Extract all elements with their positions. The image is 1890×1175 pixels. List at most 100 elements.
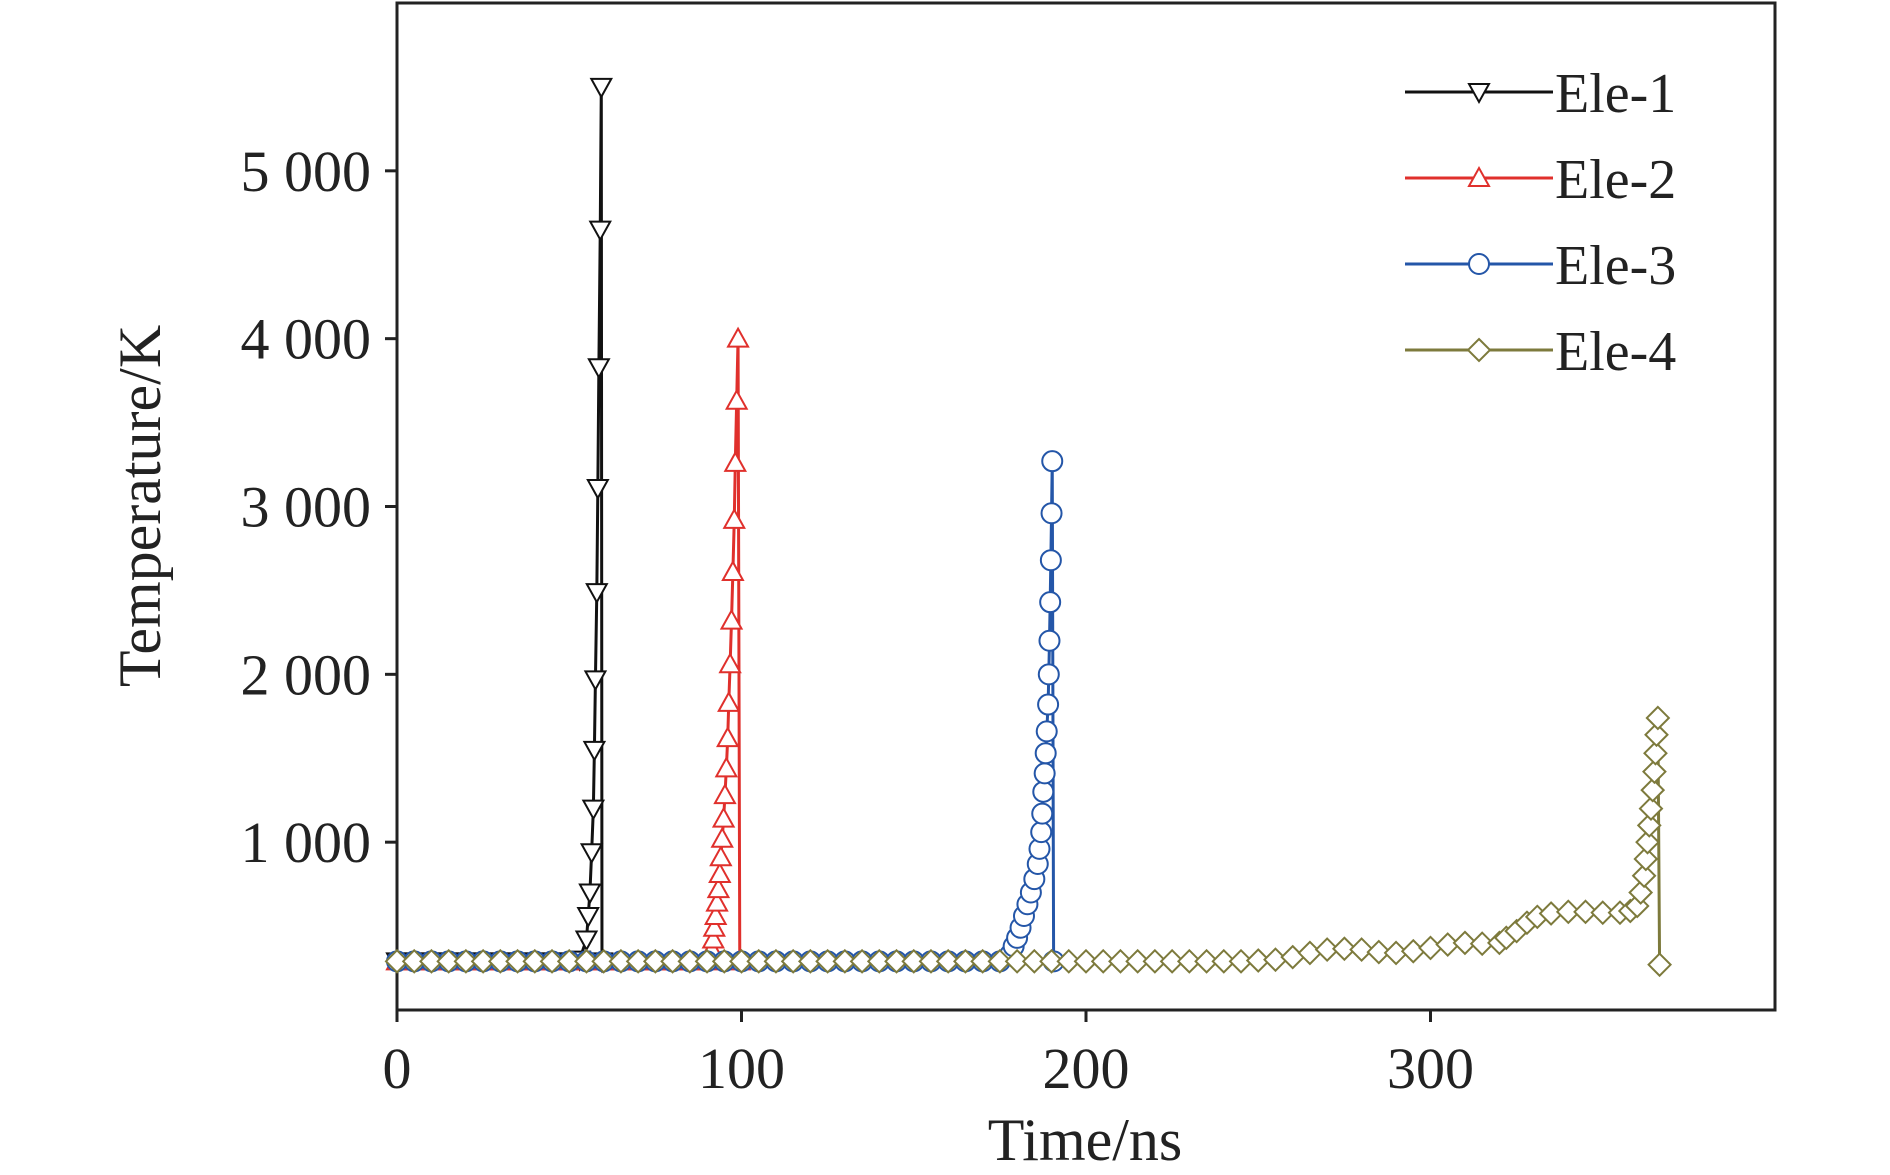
data-point [918, 948, 944, 974]
data-point [1573, 899, 1598, 925]
x-tick-label: 300 [1387, 1036, 1474, 1101]
data-point [1366, 939, 1392, 965]
data-point [578, 883, 602, 905]
data-point [711, 948, 737, 974]
data-point [522, 948, 548, 974]
data-point [1211, 948, 1237, 974]
data-point [1073, 948, 1099, 974]
data-point [711, 806, 736, 828]
legend-marker [1467, 83, 1491, 105]
series-line [397, 86, 604, 963]
data-point [716, 726, 740, 748]
data-point [708, 861, 732, 884]
data-point [849, 948, 875, 974]
data-point [1280, 944, 1306, 970]
data-point [539, 948, 565, 974]
data-point [1176, 948, 1202, 974]
data-point [721, 559, 745, 581]
data-point [588, 220, 612, 242]
x-tick-label: 200 [1043, 1036, 1130, 1101]
data-point [1643, 740, 1668, 766]
data-point [1452, 930, 1478, 956]
data-point [1031, 802, 1054, 825]
data-point [419, 948, 444, 974]
data-point [436, 948, 462, 974]
data-point [710, 826, 734, 848]
data-point [582, 740, 607, 762]
data-point [1647, 952, 1673, 978]
data-point [583, 670, 608, 692]
data-point [608, 948, 634, 974]
data-point [1159, 948, 1185, 974]
data-point [797, 948, 823, 974]
data-point [717, 690, 741, 712]
data-point [706, 877, 731, 899]
data-point [935, 948, 961, 974]
data-point [1590, 900, 1616, 926]
data-point [1400, 938, 1426, 964]
data-point [401, 948, 427, 974]
y-tick-label: 2 000 [241, 642, 372, 707]
y-tick-label: 1 000 [241, 810, 372, 875]
data-point [384, 948, 410, 974]
data-point [505, 948, 530, 974]
data-point [719, 608, 744, 630]
data-point [1040, 502, 1063, 525]
data-point [1331, 936, 1357, 962]
data-point [729, 948, 754, 974]
data-point [1349, 937, 1375, 962]
data-point [746, 948, 772, 974]
data-point [625, 948, 651, 974]
data-point [1469, 931, 1495, 957]
data-point [453, 948, 479, 974]
data-point [714, 756, 739, 778]
data-point [574, 948, 599, 974]
data-point [1628, 880, 1654, 905]
data-point [1633, 846, 1659, 872]
data-point [726, 326, 750, 348]
y-tick-label: 3 000 [241, 475, 372, 540]
data-point [722, 507, 746, 529]
data-point [1631, 863, 1657, 889]
x-tick-label: 0 [383, 1036, 412, 1101]
data-point [586, 479, 610, 501]
data-point [694, 948, 720, 974]
data-point [832, 948, 858, 974]
data-point [1035, 720, 1058, 743]
legend-label: Ele-1 [1555, 63, 1676, 125]
series [385, 77, 614, 974]
data-point [556, 948, 582, 974]
data-point [1636, 812, 1662, 838]
data-point [589, 77, 613, 99]
data-point [705, 890, 729, 912]
data-point [866, 948, 892, 974]
data-point [703, 903, 728, 926]
data-point [677, 948, 703, 974]
data-point [901, 948, 927, 974]
data-point [1638, 796, 1664, 822]
data-point [660, 948, 686, 974]
data-point [1125, 948, 1151, 974]
data-point [585, 583, 609, 605]
data-point [1635, 829, 1660, 855]
data-point [574, 930, 599, 952]
data-point [718, 652, 742, 674]
data-point [987, 948, 1013, 974]
data-point [1194, 948, 1219, 974]
series [384, 705, 1673, 978]
legend-marker [1468, 253, 1490, 275]
data-point [723, 450, 747, 472]
data-point [487, 948, 513, 974]
data-point [1245, 948, 1271, 973]
data-point [1645, 705, 1671, 731]
y-axis-label: Temperature/K [107, 325, 173, 687]
data-point [1030, 821, 1053, 844]
x-tick-label: 100 [698, 1036, 785, 1101]
legend-marker [1467, 165, 1491, 187]
series-line [397, 338, 742, 963]
data-point [1021, 948, 1047, 974]
series [385, 326, 752, 971]
data-point [763, 948, 789, 974]
data-point [1032, 780, 1055, 803]
data-point [1037, 663, 1060, 686]
